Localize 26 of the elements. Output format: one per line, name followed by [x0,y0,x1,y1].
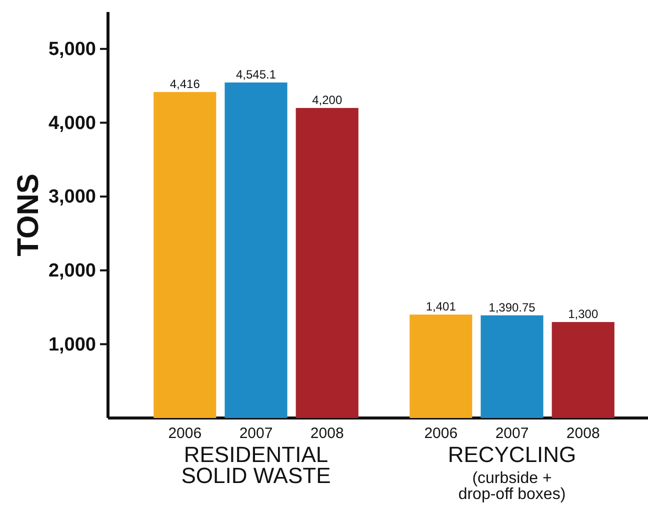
bar [552,322,614,418]
data-label: 1,300 [568,307,598,322]
bar [296,108,358,418]
bar [224,82,288,418]
x-tick-label: RESIDENTIAL SOLID WASTE [181,442,331,488]
y-tick-label: 3,000 [48,186,96,208]
series-label: 2007 [239,425,273,442]
data-label: 4,200 [312,92,342,107]
bar [410,314,472,418]
data-label: 1,401 [426,300,456,314]
y-tick-label: 5,000 [48,38,96,60]
data-label: 4,416 [170,77,200,92]
data-label: 4,545.1 [236,67,276,82]
text: 2008 [566,425,600,442]
data-label: 1,390.75 [488,300,536,314]
y-tick-label: 1,000 [48,334,96,356]
text: 2006 [424,425,458,442]
y-axis-title: TONS [12,174,45,256]
series-label: 2006 [168,425,202,442]
text: 2007 [495,425,529,442]
x-tick-label: RECYCLING (curbside + drop-off boxes) [448,442,576,503]
bar [154,92,216,418]
y-tick-label: 2,000 [48,260,96,282]
y-tick-label: 4,000 [48,112,96,134]
bar [480,315,544,418]
series-label: 2008 [310,425,344,442]
